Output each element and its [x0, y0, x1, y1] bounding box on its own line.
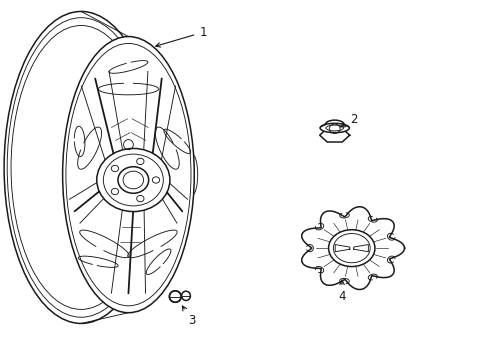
- Ellipse shape: [66, 44, 191, 306]
- Text: 3: 3: [182, 306, 195, 327]
- Text: 4: 4: [338, 280, 345, 303]
- Ellipse shape: [62, 37, 194, 313]
- Ellipse shape: [181, 291, 190, 301]
- Polygon shape: [301, 207, 404, 289]
- Ellipse shape: [97, 148, 169, 212]
- Ellipse shape: [320, 123, 348, 133]
- Text: 1: 1: [155, 26, 206, 47]
- Ellipse shape: [328, 230, 374, 266]
- Ellipse shape: [169, 291, 181, 302]
- Text: 2: 2: [340, 113, 357, 127]
